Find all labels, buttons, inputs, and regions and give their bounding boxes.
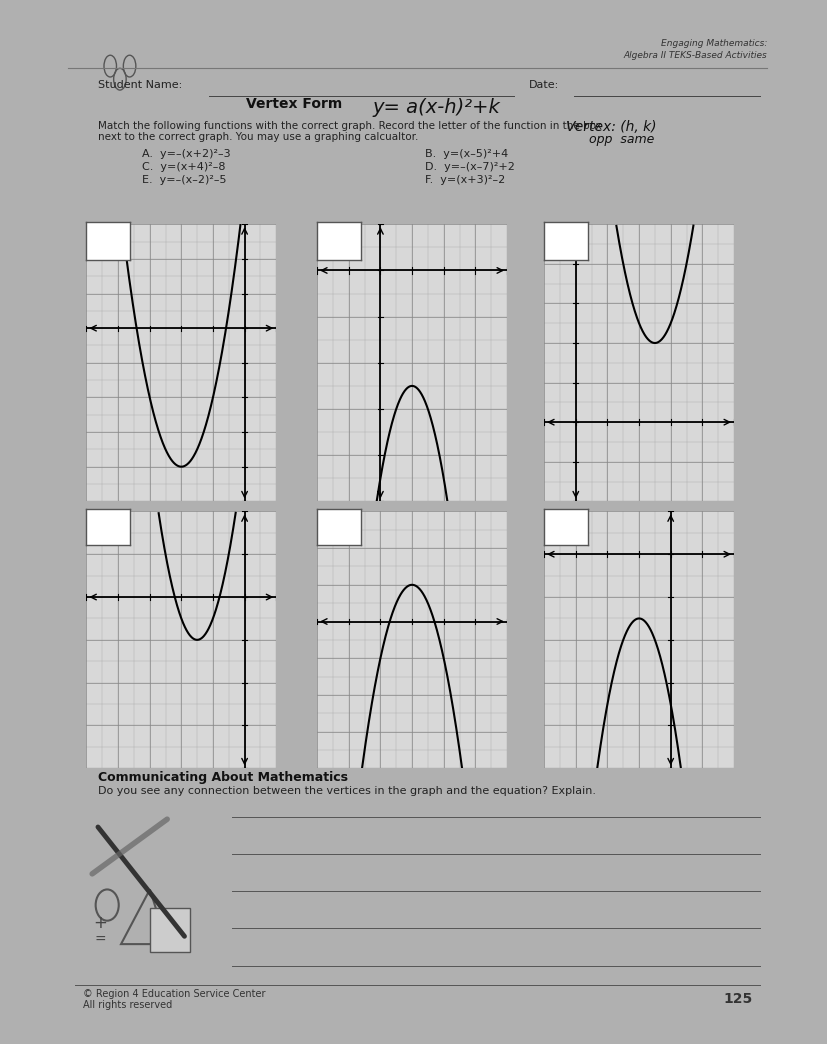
Text: C.  y=(x+4)²–8: C. y=(x+4)²–8 xyxy=(142,162,226,172)
Text: B.  y=(x–5)²+4: B. y=(x–5)²+4 xyxy=(425,149,509,159)
Text: E.  y=–(x–2)²–5: E. y=–(x–2)²–5 xyxy=(142,175,227,185)
Text: Engaging Mathematics:: Engaging Mathematics: xyxy=(661,39,767,48)
Text: All rights reserved: All rights reserved xyxy=(83,1000,172,1011)
Bar xyxy=(150,908,190,952)
Text: D.  y=–(x–7)²+2: D. y=–(x–7)²+2 xyxy=(425,162,515,172)
Text: Match the following functions with the correct graph. Record the letter of the f: Match the following functions with the c… xyxy=(98,120,601,130)
Text: F.  y=(x+3)²–2: F. y=(x+3)²–2 xyxy=(425,175,505,185)
Text: A.  y=–(x+2)²–3: A. y=–(x+2)²–3 xyxy=(142,149,231,159)
Text: Date:: Date: xyxy=(529,80,560,90)
Text: Algebra II TEKS-Based Activities: Algebra II TEKS-Based Activities xyxy=(624,51,767,61)
Text: next to the correct graph. You may use a graphing calcualtor.: next to the correct graph. You may use a… xyxy=(98,132,418,142)
Text: Vertex: (h, k): Vertex: (h, k) xyxy=(566,120,657,134)
Text: =: = xyxy=(94,933,106,947)
Text: +: + xyxy=(93,915,108,932)
Text: Do you see any connection between the vertices in the graph and the equation? Ex: Do you see any connection between the ve… xyxy=(98,786,595,797)
Text: y= a(x-h)²+k: y= a(x-h)²+k xyxy=(373,98,500,118)
Text: Vertex Form: Vertex Form xyxy=(246,97,342,112)
Text: 125: 125 xyxy=(724,992,753,1006)
Text: Student Name:: Student Name: xyxy=(98,80,182,90)
Text: opp  same: opp same xyxy=(589,133,654,146)
Text: © Region 4 Education Service Center: © Region 4 Education Service Center xyxy=(83,989,265,999)
Text: Communicating About Mathematics: Communicating About Mathematics xyxy=(98,772,347,784)
